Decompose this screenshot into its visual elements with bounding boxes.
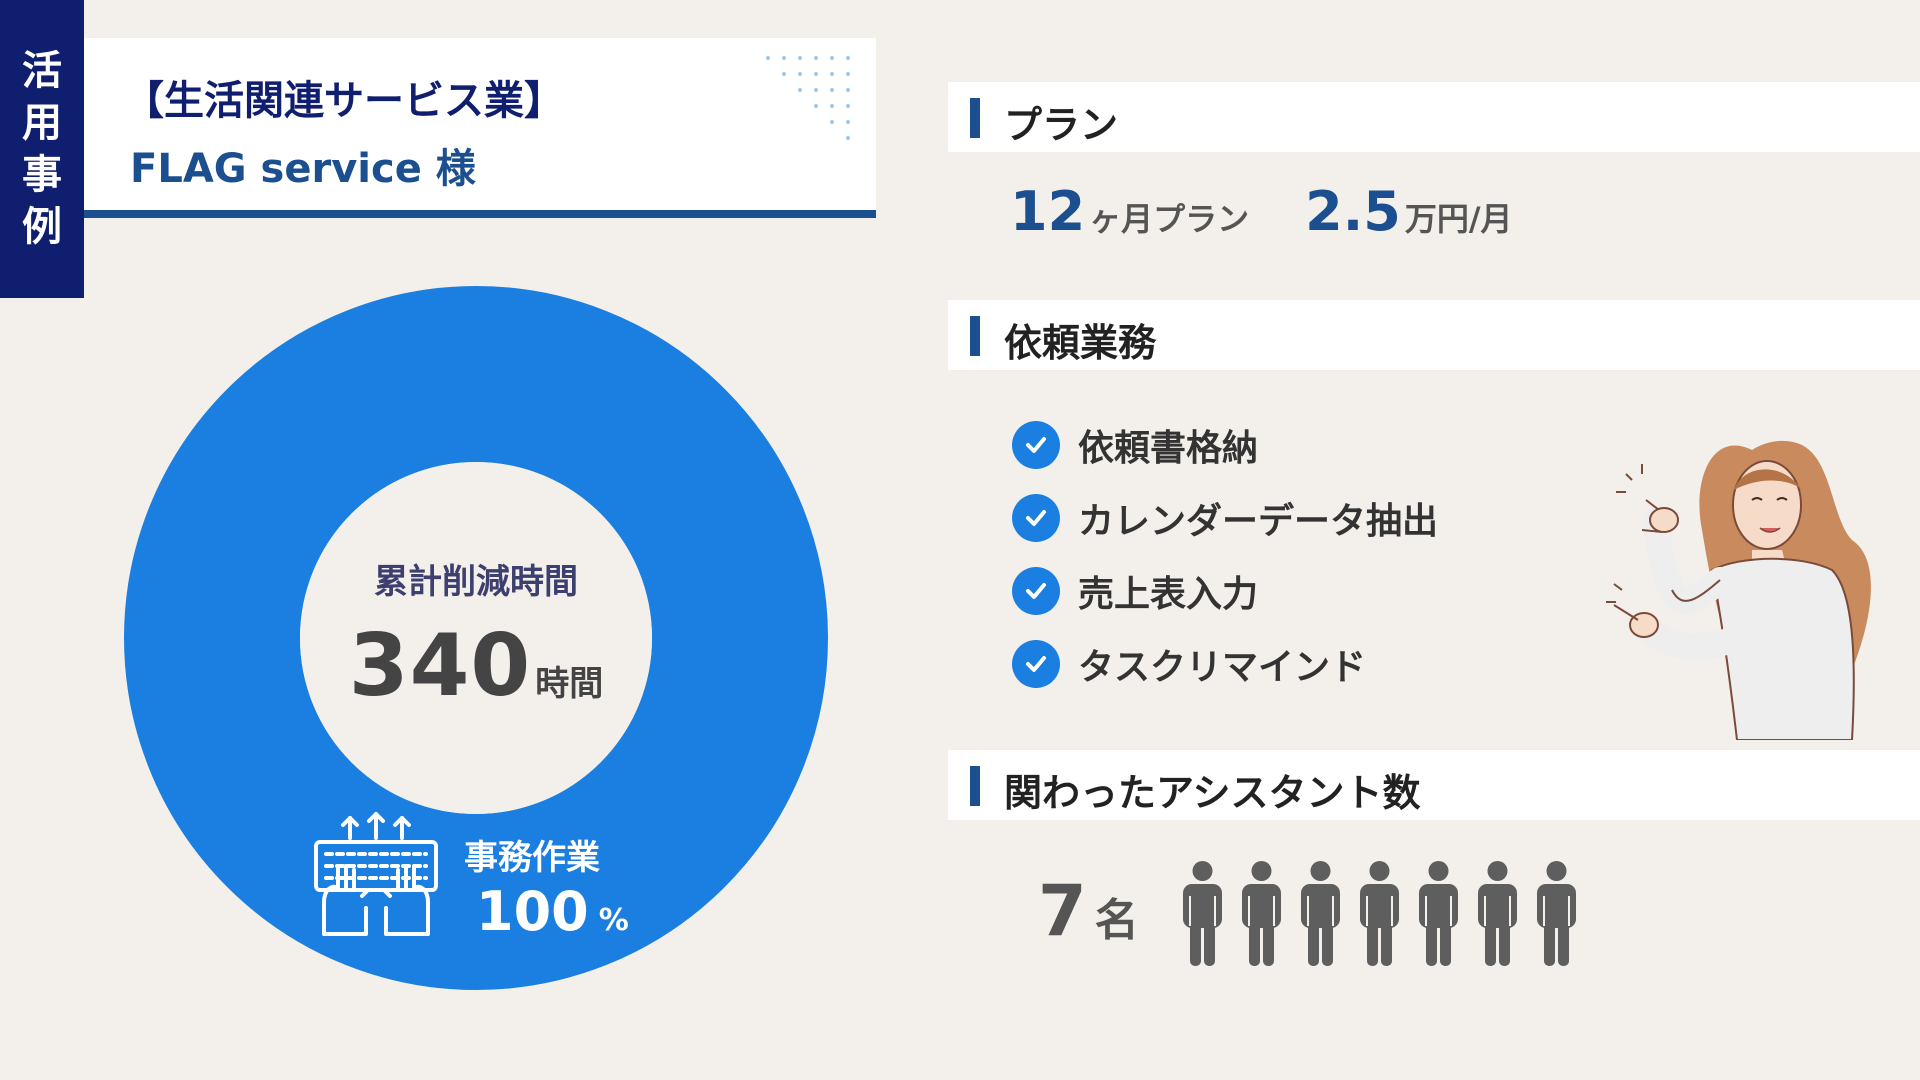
donut-chart: 累計削減時間 340 時間 事務作業 100% <box>124 286 828 990</box>
dot-pattern-icon <box>766 56 850 140</box>
check-circle-icon <box>1012 566 1060 615</box>
plan-details: 12 ヶ月プラン 2.5 万円/月 <box>1010 180 1513 243</box>
assistants-heading: 関わったアシスタント数 <box>1004 771 1421 815</box>
list-item: 依頼書格納 <box>1012 408 1438 481</box>
plan-term-unit: ヶ月プラン <box>1089 200 1250 238</box>
assistants-section-header: 関わったアシスタント数 <box>948 750 1920 820</box>
person-icon <box>1419 861 1458 966</box>
segment-label: 事務作業 <box>464 838 600 878</box>
category-title: 【生活関連サービス業】 <box>124 78 564 124</box>
person-icon <box>1537 861 1576 966</box>
side-tab-char: 事 <box>22 152 62 198</box>
check-circle-icon <box>1012 493 1060 542</box>
list-item: カレンダーデータ抽出 <box>1012 481 1438 554</box>
plan-section-header: プラン <box>948 82 1920 152</box>
tasks-heading: 依頼業務 <box>1004 321 1157 365</box>
check-circle-icon <box>1012 639 1060 688</box>
list-item: 売上表入力 <box>1012 554 1438 627</box>
check-circle-icon <box>1012 420 1060 469</box>
person-icon <box>1183 861 1222 966</box>
side-tab: 活 用 事 例 <box>0 0 84 298</box>
total-hours-unit: 時間 <box>535 664 604 704</box>
plan-price-unit: 万円/月 <box>1404 200 1513 238</box>
donut-segment <box>124 286 828 990</box>
total-hours: 340 <box>348 616 532 716</box>
segment-percent-unit: % <box>598 903 629 938</box>
side-tab-char: 例 <box>22 204 62 250</box>
pointing-woman-illustration <box>1606 440 1871 740</box>
client-name: FLAG service 様 <box>130 146 476 192</box>
person-icon <box>1301 861 1340 966</box>
side-tab-char: 用 <box>22 100 62 146</box>
segment-value: 100% <box>476 880 629 943</box>
person-icon <box>1478 861 1517 966</box>
typing-hands-icon <box>314 812 438 936</box>
segment-percent: 100 <box>476 880 589 943</box>
list-item: タスクリマインド <box>1012 627 1438 700</box>
donut-ring <box>124 286 828 990</box>
section-marker <box>970 98 980 138</box>
people-icons <box>1180 860 1579 968</box>
total-reduction-value: 340 時間 <box>124 616 828 716</box>
title-card: 【生活関連サービス業】 FLAG service 様 <box>84 38 876 218</box>
section-marker <box>970 766 980 806</box>
plan-term-value: 12 <box>1010 180 1086 243</box>
task-label: タスクリマインド <box>1078 646 1367 688</box>
plan-price-value: 2.5 <box>1305 180 1401 243</box>
task-label: 売上表入力 <box>1078 573 1259 615</box>
total-reduction-label: 累計削減時間 <box>374 562 578 602</box>
person-icon <box>1242 861 1281 966</box>
side-tab-char: 活 <box>22 48 62 94</box>
plan-heading: プラン <box>1004 103 1119 147</box>
task-label: 依頼書格納 <box>1078 427 1259 469</box>
task-label: カレンダーデータ抽出 <box>1078 500 1439 542</box>
section-marker <box>970 316 980 356</box>
assistant-count-unit: 名 <box>1094 895 1139 946</box>
tasks-section-header: 依頼業務 <box>948 300 1920 370</box>
person-icon <box>1360 861 1399 966</box>
task-list: 依頼書格納 カレンダーデータ抽出 売上表入力 タスクリマインド <box>1012 408 1438 700</box>
assistant-count-value: 7 <box>1038 870 1087 952</box>
